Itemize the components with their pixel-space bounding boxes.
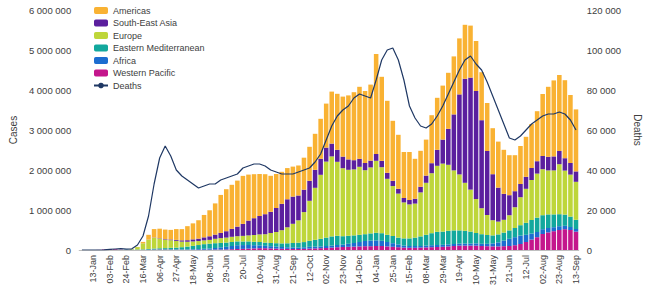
svg-text:100 000: 100 000 [587,45,621,56]
svg-text:South-East Asia: South-East Asia [113,18,177,28]
svg-text:Deaths: Deaths [113,81,142,91]
svg-text:Western Pacific: Western Pacific [113,68,176,78]
svg-text:1 000 000: 1 000 000 [29,205,71,216]
svg-text:120 000: 120 000 [587,5,621,16]
svg-text:03-Feb: 03-Feb [105,255,115,284]
svg-text:02-Nov: 02-Nov [321,255,331,285]
svg-text:27-Apr: 27-Apr [171,255,181,282]
svg-text:20 000: 20 000 [587,205,616,216]
svg-text:29-Jun: 29-Jun [221,255,231,283]
svg-text:60 000: 60 000 [587,125,616,136]
svg-text:08-Mar: 08-Mar [421,255,431,284]
svg-text:15-Feb: 15-Feb [404,255,414,284]
svg-text:16-Mar: 16-Mar [138,255,148,284]
svg-text:2 000 000: 2 000 000 [29,165,71,176]
svg-text:0: 0 [587,245,592,256]
svg-text:6 000 000: 6 000 000 [29,5,71,16]
svg-text:80 000: 80 000 [587,85,616,96]
svg-text:12-Jul: 12-Jul [521,255,531,280]
svg-text:18-May: 18-May [188,255,198,286]
svg-text:21-Jun: 21-Jun [504,255,514,283]
svg-text:Eastern Mediterranean: Eastern Mediterranean [113,43,205,53]
svg-text:4 000 000: 4 000 000 [29,85,71,96]
svg-text:19-Apr: 19-Apr [454,255,464,282]
svg-text:14-Dec: 14-Dec [354,255,364,285]
svg-text:Americas: Americas [113,6,151,16]
svg-text:23-Nov: 23-Nov [338,255,348,285]
svg-text:02-Aug: 02-Aug [538,255,548,284]
svg-text:40 000: 40 000 [587,165,616,176]
svg-text:10-Aug: 10-Aug [255,255,265,284]
svg-text:10-May: 10-May [471,255,481,286]
svg-text:0: 0 [66,245,71,256]
svg-text:5 000 000: 5 000 000 [29,45,71,56]
svg-text:Deaths: Deaths [632,114,643,146]
svg-text:04-Jan: 04-Jan [371,255,381,283]
svg-text:08-Jun: 08-Jun [205,255,215,283]
svg-text:21-Sep: 21-Sep [288,255,298,284]
svg-text:Europe: Europe [113,31,142,41]
svg-text:31-May: 31-May [488,255,498,286]
svg-text:20-Jul: 20-Jul [238,255,248,280]
svg-text:3 000 000: 3 000 000 [29,125,71,136]
svg-text:Cases: Cases [8,116,19,144]
svg-text:12-Oct: 12-Oct [305,255,315,283]
svg-text:24-Feb: 24-Feb [121,255,131,284]
svg-text:13-Jan: 13-Jan [88,255,98,283]
svg-text:06-Apr: 06-Apr [155,255,165,282]
svg-text:25-Jan: 25-Jan [388,255,398,283]
svg-text:23-Aug: 23-Aug [554,255,564,284]
svg-text:31-Aug: 31-Aug [271,255,281,284]
svg-text:13-Sep: 13-Sep [571,255,581,284]
svg-text:Africa: Africa [113,56,136,66]
svg-text:29-Mar: 29-Mar [438,255,448,284]
